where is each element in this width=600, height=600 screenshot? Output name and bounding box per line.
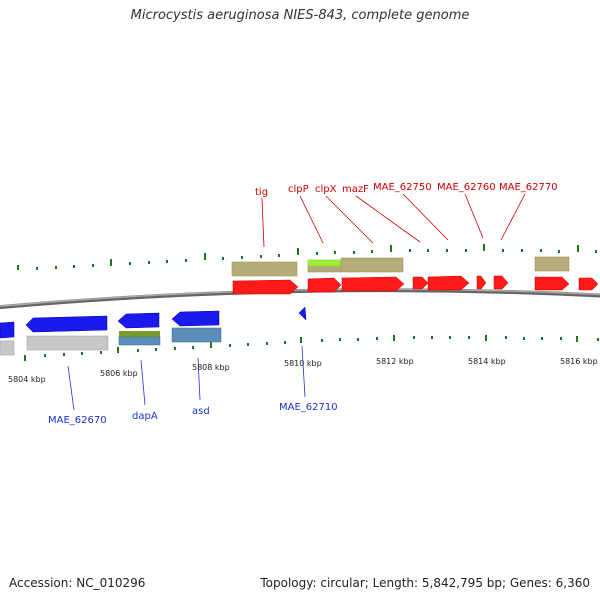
gene-label-MAE_62750[interactable]: MAE_62750 (373, 182, 432, 193)
feature-bar-tig[interactable] (231, 261, 298, 277)
feature-bar-left-edge[interactable] (0, 340, 15, 356)
gene-arrow-edge-left[interactable] (0, 321, 15, 339)
topology-summary: Topology: circular; Length: 5,842,795 bp… (260, 576, 590, 590)
gene-arrow-MAE_62770-b[interactable] (534, 276, 570, 291)
tick-label-5804[interactable]: 5804 kbp (8, 375, 46, 384)
lower-tick-row (24, 335, 599, 361)
forward-gene-labels[interactable]: tig clpP clpX mazF MAE_62750 MAE_62760 M… (255, 182, 558, 198)
gene-label-dapA[interactable]: dapA (132, 411, 158, 422)
feature-bar-MAE_62770[interactable] (534, 256, 570, 272)
gene-label-MAE_62670[interactable]: MAE_62670 (48, 415, 107, 426)
gene-label-mazF[interactable]: mazF (342, 184, 369, 195)
feature-bar-dapA-lower[interactable] (118, 336, 161, 346)
tick-label-5806[interactable]: 5806 kbp (100, 369, 138, 378)
gene-arrow-tig[interactable] (232, 279, 299, 295)
reverse-feature-bars (0, 327, 222, 356)
gene-arrow-MAE_62670[interactable] (25, 315, 108, 333)
feature-bar-dapA[interactable] (119, 331, 160, 337)
gene-label-MAE_62770[interactable]: MAE_62770 (499, 182, 558, 193)
gene-arrow-edge[interactable] (578, 277, 599, 291)
gene-label-MAE_62760[interactable]: MAE_62760 (437, 182, 496, 193)
forward-label-connectors (261, 193, 526, 248)
reverse-label-connectors (67, 345, 306, 411)
gene-label-clpX[interactable]: clpX (315, 184, 337, 195)
upper-tick-row (17, 244, 597, 270)
feature-bar-clpX[interactable] (340, 257, 404, 273)
genome-backbone-highlight (0, 288, 600, 307)
gene-label-clpP[interactable]: clpP (288, 184, 309, 195)
gene-arrow-clpP[interactable] (307, 277, 342, 293)
tick-label-5812[interactable]: 5812 kbp (376, 357, 414, 366)
tick-label-5810[interactable]: 5810 kbp (284, 359, 322, 368)
genome-backbone (0, 288, 600, 310)
gene-arrow-MAE_62710[interactable] (298, 306, 307, 321)
forward-gene-arrows[interactable] (232, 275, 599, 295)
gene-arrow-MAE_62750[interactable] (427, 275, 470, 291)
forward-feature-bars (231, 256, 570, 277)
gene-arrow-dapA[interactable] (117, 312, 160, 329)
gene-arrow-clpX[interactable] (341, 276, 405, 292)
tick-label-5814[interactable]: 5814 kbp (468, 357, 506, 366)
accession-label: Accession: NC_010296 (9, 576, 146, 590)
gene-label-MAE_62710[interactable]: MAE_62710 (279, 402, 338, 413)
scale-tick-labels: 5804 kbp 5806 kbp 5808 kbp 5810 kbp 5812… (8, 357, 598, 384)
gene-label-asd[interactable]: asd (192, 406, 210, 417)
reverse-gene-arrows[interactable] (0, 306, 307, 339)
gene-arrow-MAE_62760[interactable] (476, 275, 487, 290)
feature-bar-clpP-highlight[interactable] (308, 260, 341, 266)
gene-arrow-MAE_62770-a[interactable] (493, 275, 509, 290)
tick-label-5816[interactable]: 5816 kbp (560, 357, 598, 366)
gene-label-tig[interactable]: tig (255, 187, 268, 198)
reverse-gene-labels[interactable]: MAE_62670 dapA asd MAE_62710 (48, 402, 338, 426)
page-title: Microcystis aeruginosa NIES-843, complet… (130, 8, 470, 23)
gene-arrow-mazF[interactable] (412, 276, 429, 290)
gene-arrow-asd[interactable] (171, 310, 220, 327)
feature-bar-MAE_62670[interactable] (26, 335, 109, 351)
feature-bar-asd[interactable] (171, 327, 222, 343)
tick-label-5808[interactable]: 5808 kbp (192, 363, 230, 372)
